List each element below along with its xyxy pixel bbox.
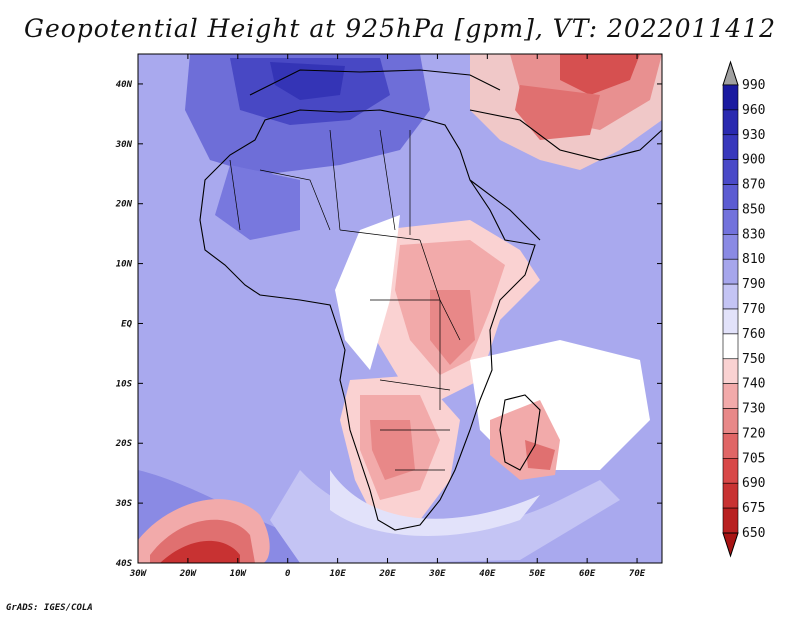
colorbar-segment [722, 283, 739, 310]
lon-label: 20E [378, 569, 396, 579]
lon-label: 20W [179, 569, 198, 579]
colorbar-segment [722, 234, 739, 260]
lat-label: 10N [116, 260, 133, 270]
colorbar-segment [722, 358, 739, 384]
colorbar-label: 760 [742, 327, 765, 342]
colorbar-label: 850 [742, 202, 765, 217]
height-field [138, 54, 662, 563]
lat-label: 30S [115, 499, 133, 509]
colorbar-label: 960 [742, 103, 765, 118]
colorbar-segment [722, 84, 739, 111]
colorbar-label: 740 [742, 377, 765, 392]
coastlines [199, 69, 662, 531]
colorbar-label: 650 [742, 526, 765, 541]
lat-label: 40S [116, 559, 133, 569]
colorbar-segment [722, 109, 739, 136]
lat-label: 10S [116, 379, 133, 389]
colorbar-label: 900 [742, 153, 765, 168]
lon-label: 0 [285, 569, 291, 579]
colorbar-label: 990 [742, 78, 765, 93]
lat-label: 20N [115, 200, 133, 210]
lon-label: 30E [428, 569, 446, 579]
colorbar-segment [722, 308, 739, 335]
colorbar-label: 730 [742, 402, 765, 417]
colorbar-segment [722, 333, 739, 360]
colorbar-label: 690 [742, 476, 765, 491]
lon-label: 10E [329, 569, 346, 579]
plot-frame [137, 53, 663, 564]
lon-label: 30W [129, 569, 148, 579]
colorbar-segment [722, 383, 739, 409]
colorbar-segment [722, 184, 739, 210]
colorbar-label: 870 [742, 178, 765, 193]
colorbar-label: 720 [742, 426, 765, 441]
colorbar-segment [722, 433, 739, 459]
borders [229, 129, 461, 471]
colorbar-segment [722, 408, 739, 434]
lon-label: 70E [629, 569, 646, 579]
colorbar-label: 770 [742, 302, 765, 317]
colorbar-segment [722, 159, 739, 185]
colorbar-label: 810 [742, 252, 765, 267]
colorbar-segment [722, 209, 739, 235]
lon-label: 60E [579, 569, 596, 579]
colorbar-bottom-arrow [722, 532, 739, 558]
legend-title: Geopotential Height [gpm] [747, 608, 762, 611]
lat-label: EQ [121, 319, 132, 329]
latitude-axis: 40N 30N 20N 10N EQ 10S 20S 30S 40S [115, 80, 662, 569]
colorbar-label: 930 [742, 128, 765, 143]
colorbar: 990 960 930 900 870 850 830 810 790 770 760 750 740 7… [722, 60, 765, 611]
colorbar-segment [722, 258, 739, 285]
lat-label: 40N [116, 80, 133, 90]
lon-label: 40E [479, 569, 496, 579]
lat-label: 30N [115, 140, 133, 150]
lat-label: 20S [115, 439, 133, 449]
colorbar-segment [722, 507, 739, 534]
colorbar-segment [722, 134, 739, 160]
grads-credit: GrADS: IGES/COLA [6, 603, 93, 613]
colorbar-top-arrow [722, 60, 739, 86]
longitude-axis: 30W 20W 10W 0 10E 20E 30E 40E 50E 60E 70E [129, 54, 646, 579]
colorbar-segment [722, 482, 739, 509]
colorbar-label: 675 [742, 501, 765, 516]
colorbar-label: 705 [742, 451, 765, 466]
colorbar-label: 750 [742, 352, 765, 367]
lon-label: 10W [230, 569, 248, 579]
colorbar-label: 830 [742, 227, 765, 242]
map-title: Geopotential Height at 925hPa [gpm], VT:… [23, 14, 777, 43]
lon-label: 50E [529, 569, 546, 579]
colorbar-segment [722, 458, 739, 484]
colorbar-label: 790 [742, 277, 765, 292]
